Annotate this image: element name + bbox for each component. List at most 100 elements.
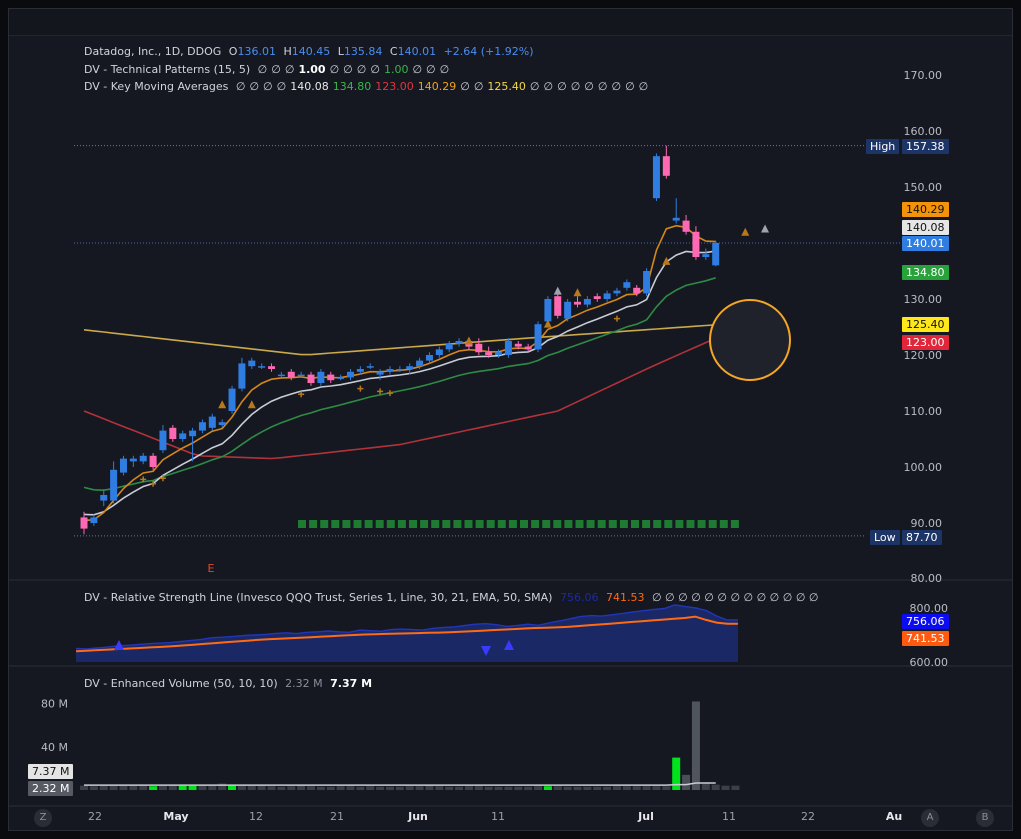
candle-body [208, 416, 216, 428]
volume-bar [237, 785, 246, 790]
volume-bar [553, 786, 562, 790]
last-price-tag: 140.01 [902, 236, 949, 251]
kma-value: 134.80 [332, 80, 372, 93]
technical-patterns-legend: DV - Technical Patterns (15, 5) ∅ ∅ ∅ 1.00 ∅… [84, 63, 457, 76]
candle-body [534, 324, 542, 350]
tp-value: ∅ [343, 63, 353, 76]
open-label: O [228, 45, 238, 58]
volume-bar [139, 785, 148, 790]
volume-bar [99, 785, 108, 790]
candle-body [376, 371, 384, 375]
candle-body [139, 455, 147, 462]
rs-value-1: 756.06 [559, 591, 599, 604]
time-tick-label: Jul [637, 810, 654, 823]
high-tag-label: High [866, 139, 900, 154]
volume-bar [563, 786, 572, 790]
pattern-square-marker [508, 520, 517, 528]
candle-body [554, 296, 562, 316]
kma-value: ∅ [276, 80, 287, 93]
candle-body [544, 299, 552, 322]
time-tick-label: 11 [722, 810, 736, 823]
pattern-square-marker [631, 520, 639, 528]
volume-bar [385, 786, 394, 790]
candle-body [396, 369, 404, 371]
price-tick-label: 100.00 [904, 461, 943, 474]
symbol-title[interactable]: Datadog, Inc., 1D, DDOG [84, 45, 222, 58]
pattern-square-marker [553, 520, 562, 528]
close-value: 140.01 [397, 45, 437, 58]
pattern-triangle-icon [741, 227, 750, 236]
kma-value: ∅ [584, 80, 594, 93]
kma-value: 140.29 [417, 80, 457, 93]
candle-body [386, 369, 394, 372]
volume-tick-label: 40 M [41, 741, 68, 754]
log-scale-button[interactable]: B [976, 809, 994, 827]
pattern-square-marker [375, 520, 384, 528]
ma-green-line [83, 277, 716, 492]
candle-body [317, 371, 325, 383]
candle-body [524, 346, 532, 350]
pattern-triangle-icon [761, 224, 770, 233]
time-tick-label: May [163, 810, 188, 823]
candle-body [277, 374, 285, 377]
time-tick-label: Jun [407, 810, 428, 823]
candle-body [504, 341, 512, 355]
pattern-square-marker [586, 520, 595, 528]
pattern-square-marker [619, 520, 628, 528]
vol-name[interactable]: DV - Enhanced Volume (50, 10, 10) [84, 677, 278, 690]
pattern-square-marker [564, 520, 573, 528]
kma-value: ∅ [557, 80, 567, 93]
rs-signal-triangle-icon [504, 640, 514, 650]
volume-bar [376, 786, 385, 790]
candle-body [248, 360, 256, 367]
volume-bar [504, 786, 513, 790]
rs-value-2: 741.53 [605, 591, 645, 604]
time-tick-label: 22 [88, 810, 102, 823]
candle-body [149, 455, 157, 467]
pattern-square-marker [298, 520, 306, 528]
candle-body [297, 374, 305, 377]
ma-white-tag: 140.08 [902, 220, 949, 235]
kma-value: ∅ [529, 80, 540, 93]
volume-bar [543, 786, 552, 790]
volume-legend: DV - Enhanced Volume (50, 10, 10) 2.32 M… [84, 677, 376, 690]
volume-bar [405, 786, 414, 790]
earnings-marker[interactable]: E [207, 562, 215, 575]
ma-red-line [83, 337, 717, 460]
pattern-square-marker [331, 520, 340, 528]
kma-value: 123.00 [375, 80, 414, 93]
tp-name[interactable]: DV - Technical Patterns (15, 5) [84, 63, 251, 76]
kma-value: ∅ [625, 80, 635, 93]
volume-bar [484, 786, 493, 790]
candle-body [485, 352, 493, 355]
pattern-square-marker [686, 520, 695, 528]
volume-bar [494, 786, 503, 790]
pattern-cross-icon [298, 391, 305, 398]
auto-scale-button[interactable]: A [921, 809, 939, 827]
kma-name[interactable]: DV - Key Moving Averages [84, 80, 229, 93]
close-label: C [389, 45, 398, 58]
pattern-triangle-icon [464, 336, 473, 345]
tp-value: ∅ [370, 63, 380, 76]
volume-bar [158, 785, 167, 790]
rs-name[interactable]: DV - Relative Strength Line (Invesco QQQ… [84, 591, 553, 604]
volume-bar [346, 786, 355, 790]
candle-body [90, 517, 98, 523]
zoom-icon-button[interactable]: Z [34, 809, 52, 827]
candle-body [445, 343, 453, 350]
candle-body [356, 369, 364, 372]
price-tick-label: 110.00 [904, 405, 943, 418]
pattern-triangle-icon [662, 256, 671, 265]
candle-body [643, 271, 651, 294]
volume-bar [80, 785, 88, 790]
low-tag-label: Low [870, 530, 900, 545]
volume-bar [366, 786, 375, 790]
volume-bar [425, 785, 434, 790]
vol-avg-tag: 7.37 M [28, 764, 74, 779]
candle-body [179, 433, 187, 439]
candle-body [159, 430, 167, 451]
pattern-square-marker [642, 520, 651, 528]
candle-body [682, 220, 690, 232]
pattern-square-marker [708, 520, 717, 528]
